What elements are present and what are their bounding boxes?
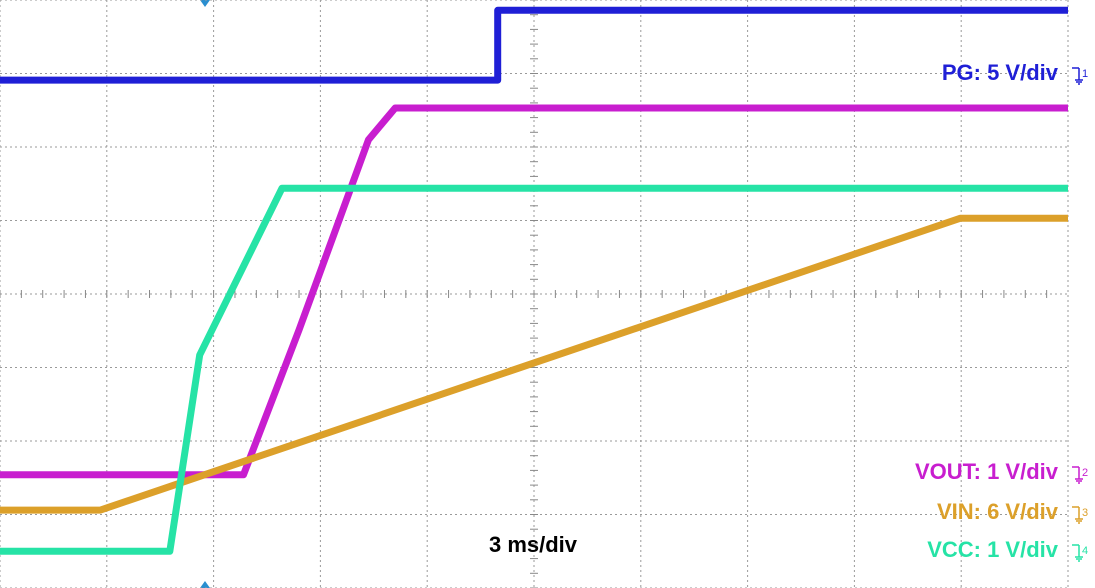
- channel-number: 3: [1082, 507, 1088, 519]
- ground-symbol: [1072, 466, 1083, 484]
- channel-number: 1: [1082, 68, 1088, 80]
- channel-label: VOUT: 1 V/div: [915, 459, 1059, 484]
- channel-number: 4: [1082, 545, 1088, 557]
- ground-symbol: [1072, 67, 1083, 85]
- channel-label: VCC: 1 V/div: [927, 537, 1059, 562]
- trigger-marker: [200, 0, 210, 7]
- ground-symbol: [1072, 506, 1083, 524]
- ground-symbol: [1072, 544, 1083, 562]
- trace: [0, 184, 1068, 555]
- channel-number: 2: [1082, 467, 1088, 479]
- trigger-marker: [200, 581, 210, 588]
- trace: [0, 214, 1068, 514]
- channel-label: PG: 5 V/div: [942, 60, 1059, 85]
- time-scale: 3 ms/div: [489, 532, 578, 557]
- channel-label: VIN: 6 V/div: [937, 499, 1059, 524]
- trace: [0, 6, 1068, 84]
